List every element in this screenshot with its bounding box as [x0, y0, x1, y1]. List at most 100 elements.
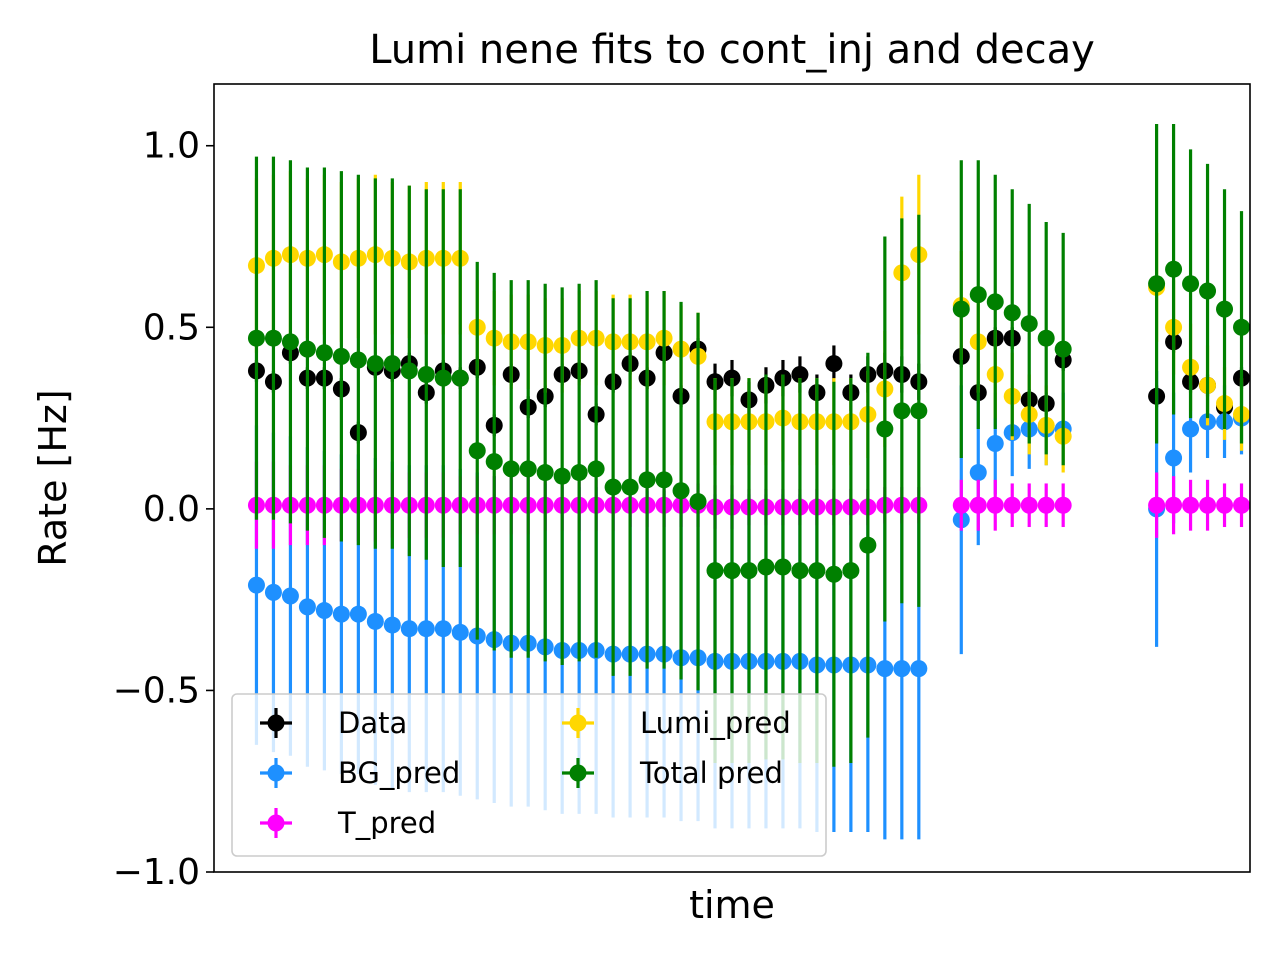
- data-point: [502, 460, 520, 478]
- data-point: [485, 453, 503, 471]
- data-point: [986, 496, 1004, 514]
- data-point: [910, 402, 928, 420]
- data-point: [655, 471, 673, 489]
- data-point: [587, 460, 605, 478]
- data-point: [1216, 300, 1234, 318]
- y-tick-label: −0.5: [113, 670, 200, 711]
- data-point: [315, 602, 333, 620]
- data-point: [1199, 496, 1217, 514]
- legend-label: Total pred: [639, 756, 783, 790]
- data-point: [723, 562, 741, 580]
- data-point: [468, 442, 486, 460]
- data-point: [842, 562, 860, 580]
- data-point: [349, 351, 367, 369]
- legend-item: Total pred: [562, 756, 783, 790]
- legend-marker-dot: [267, 764, 285, 782]
- data-point: [986, 293, 1004, 311]
- data-point: [1267, 413, 1280, 430]
- series-layer: [247, 123, 1280, 840]
- data-point: [1199, 282, 1217, 300]
- data-point: [264, 583, 282, 601]
- data-point: [1182, 275, 1200, 293]
- data-point: [689, 493, 707, 511]
- legend-label: T_pred: [337, 806, 436, 840]
- data-point: [791, 562, 809, 580]
- data-point: [383, 355, 401, 373]
- data-point: [298, 340, 316, 358]
- data-point: [536, 464, 554, 482]
- y-tick-label: 0.0: [143, 489, 200, 530]
- data-point: [332, 347, 350, 365]
- plot-frame: [213, 83, 1251, 873]
- data-point: [1249, 421, 1250, 423]
- data-point: [1003, 304, 1021, 322]
- data-point: [1020, 315, 1038, 333]
- data-point: [281, 333, 299, 351]
- data-point: [1165, 496, 1183, 514]
- data-point: [1249, 345, 1250, 346]
- legend-label: BG_pred: [338, 756, 460, 790]
- legend-item: Lumi_pred: [562, 706, 791, 740]
- data-point: [1037, 329, 1055, 347]
- data-point: [451, 369, 469, 387]
- data-point: [1233, 318, 1250, 336]
- data-point: [952, 300, 970, 318]
- data-point: [1037, 496, 1055, 514]
- legend-item: BG_pred: [260, 756, 460, 790]
- data-point: [1233, 496, 1250, 514]
- data-point: [570, 464, 588, 482]
- legend-label: Data: [338, 706, 407, 740]
- data-point: [986, 435, 1004, 453]
- data-point: [1165, 260, 1183, 278]
- x-axis-label: time: [689, 883, 775, 927]
- data-point: [706, 562, 724, 580]
- data-point: [247, 576, 265, 594]
- data-point: [281, 587, 299, 605]
- series-lumi-pred: [247, 171, 1280, 473]
- y-axis-ticks: 1.0 0.5 0.0 −0.5 −1.0: [113, 126, 214, 893]
- legend: Data BG_pred T_pred Lumi_pred Total pred: [231, 693, 827, 857]
- data-point: [315, 344, 333, 362]
- legend-marker-dot: [267, 714, 285, 732]
- data-point: [638, 471, 656, 489]
- legend-marker-dot: [569, 714, 587, 732]
- data-point: [400, 620, 418, 638]
- data-point: [859, 536, 877, 554]
- legend-item: Data: [260, 706, 407, 740]
- data-point: [1267, 428, 1280, 445]
- data-point: [1267, 362, 1280, 379]
- data-point: [910, 660, 928, 678]
- chart-title: Lumi nene fits to cont_inj and decay: [369, 27, 1095, 73]
- data-point: [434, 369, 452, 387]
- data-point: [1165, 449, 1183, 467]
- data-point: [604, 478, 622, 496]
- data-point: [553, 467, 571, 485]
- data-point: [434, 620, 452, 638]
- data-point: [366, 355, 384, 373]
- y-axis-label: Rate [Hz]: [31, 389, 75, 566]
- data-point: [672, 482, 690, 500]
- data-point: [1249, 421, 1250, 423]
- y-tick-label: 0.5: [143, 307, 200, 348]
- data-point: [1249, 504, 1250, 506]
- data-point: [774, 558, 792, 576]
- data-point: [519, 460, 537, 478]
- data-point: [366, 612, 384, 630]
- data-point: [1267, 348, 1280, 365]
- data-point: [1216, 496, 1234, 514]
- data-point: [400, 362, 418, 380]
- legend-marker-dot: [267, 814, 285, 832]
- data-point: [298, 598, 316, 616]
- y-tick-label: 1.0: [143, 126, 200, 167]
- data-point: [1182, 496, 1200, 514]
- data-point: [383, 616, 401, 634]
- data-point: [1148, 275, 1166, 293]
- data-point: [264, 329, 282, 347]
- data-point: [1054, 496, 1072, 514]
- data-point: [825, 565, 843, 583]
- data-point: [349, 605, 367, 623]
- data-point: [451, 623, 469, 641]
- data-point: [1249, 374, 1250, 375]
- data-point: [417, 620, 435, 638]
